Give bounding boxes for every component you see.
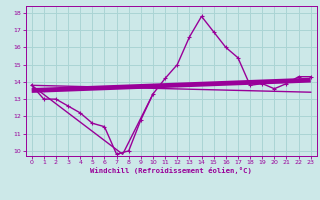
X-axis label: Windchill (Refroidissement éolien,°C): Windchill (Refroidissement éolien,°C) — [90, 167, 252, 174]
